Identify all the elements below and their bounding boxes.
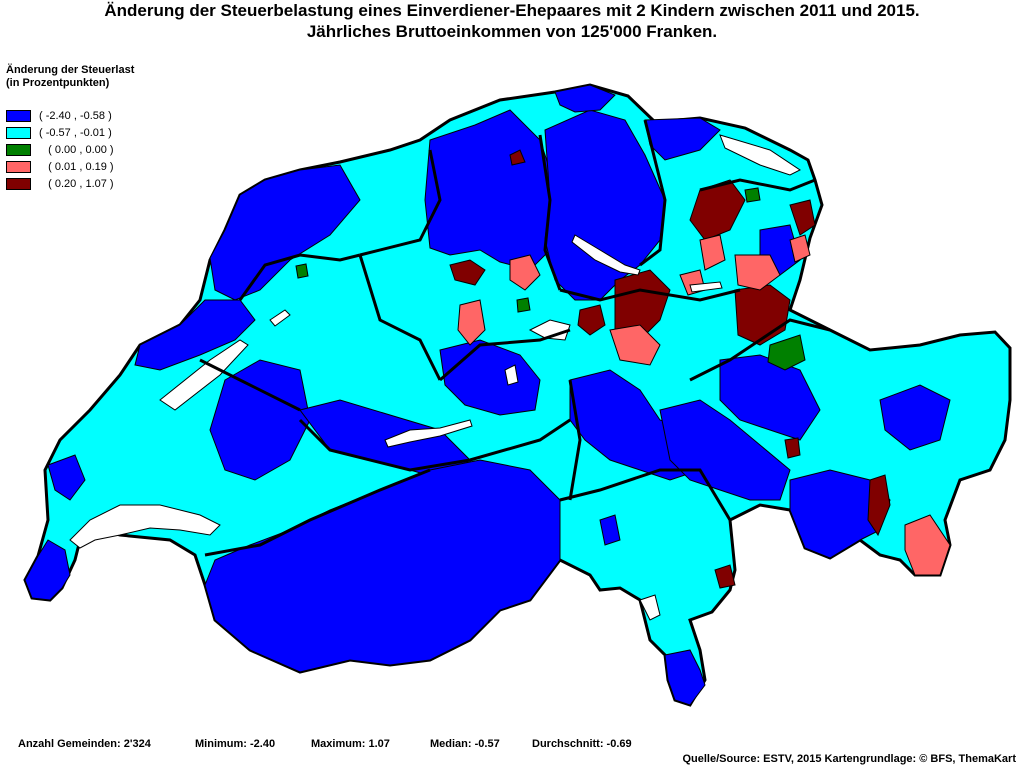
lake-thun-brienz — [384, 419, 473, 448]
stat-mean: Durchschnitt: -0.69 — [532, 738, 632, 750]
stat-minimum: Minimum: -2.40 — [195, 738, 276, 750]
region-graubuenden-central — [659, 399, 791, 501]
region-thurgau-red — [509, 149, 526, 166]
border-m — [568, 379, 582, 501]
region-ticino-red — [714, 564, 736, 589]
region-zug-area — [509, 254, 541, 291]
lake-zurich — [571, 234, 641, 276]
region-ticino-south — [664, 649, 706, 706]
legend-swatch — [6, 109, 31, 122]
legend-item: ( 0.00 , 0.00 ) — [6, 141, 176, 158]
small-increase-regions — [457, 234, 951, 576]
stat-count: Anzahl Gemeinden: 2'324 — [18, 738, 151, 750]
region-schaffhausen — [554, 84, 616, 113]
border-b — [359, 149, 442, 257]
legend: Änderung der Steuerlast (in Prozentpunkt… — [6, 64, 176, 192]
legend-swatch — [6, 143, 31, 156]
lake-neuchatel — [159, 339, 249, 411]
border-g — [204, 468, 431, 557]
legend-label: ( 0.01 , 0.19 ) — [39, 160, 114, 173]
legend-label: ( 0.00 , 0.00 ) — [39, 143, 114, 156]
legend-unit: (in Prozentpunkten) — [6, 77, 110, 89]
region-fribourg — [209, 359, 311, 481]
legend-item: ( 0.01 , 0.19 ) — [6, 158, 176, 175]
strong-decrease-regions — [24, 84, 951, 706]
region-poschiavo — [904, 514, 951, 576]
region-grisons-spot — [784, 437, 801, 459]
no-change-regions — [295, 187, 806, 371]
lake-constance — [719, 134, 801, 176]
stats-bar: Anzahl Gemeinden: 2'324 Minimum: -2.40 M… — [0, 738, 1024, 754]
region-freiamt — [457, 299, 486, 346]
region-toggenburg — [734, 254, 781, 291]
region-walensee — [767, 334, 806, 371]
lake-walen — [689, 281, 723, 293]
region-rheintal — [789, 199, 816, 236]
border-a — [238, 253, 361, 301]
legend-item: ( -2.40 , -0.58 ) — [6, 107, 176, 124]
legend-swatch — [6, 126, 31, 139]
border-k — [199, 358, 301, 412]
lake-sempach — [504, 364, 519, 386]
border-d — [639, 119, 667, 267]
region-vaud-west — [47, 454, 86, 501]
legend-item: ( 0.20 , 1.07 ) — [6, 175, 176, 192]
map-subtitle: Jährliches Bruttoeinkommen von 125'000 F… — [306, 22, 718, 41]
border-j — [439, 328, 571, 382]
map-title: Änderung der Steuerbelastung eines Einve… — [104, 1, 920, 20]
legend-label: ( -0.57 , -0.01 ) — [39, 126, 112, 139]
lake-lucerne — [528, 319, 571, 341]
lake-geneva — [69, 504, 221, 549]
region-engadin — [789, 469, 891, 559]
lake-biel — [269, 309, 291, 327]
border-n — [699, 178, 816, 192]
stat-maximum: Maximum: 1.07 — [311, 738, 390, 750]
region-graubuenden-south — [867, 474, 891, 537]
legend-swatch — [6, 160, 31, 173]
region-thurgau-pink — [699, 234, 726, 271]
region-graubuenden-east — [879, 384, 951, 451]
title-block: Änderung der Steuerbelastung eines Einve… — [0, 0, 1024, 42]
region-aargau-east — [449, 259, 486, 286]
region-green-small-c — [295, 263, 309, 279]
legend-item: ( -0.57 , -0.01 ) — [6, 124, 176, 141]
region-stgallen-a — [689, 179, 746, 241]
border-e — [559, 288, 741, 302]
border-c — [538, 134, 562, 291]
border-i — [689, 318, 831, 382]
source-credit: Quelle/Source: ESTV, 2015 Kartengrundlag… — [682, 753, 1016, 765]
legend-swatch — [6, 177, 31, 190]
border-h — [559, 468, 732, 521]
region-ticino-spot — [599, 514, 621, 546]
legend-label: ( -2.40 , -0.58 ) — [39, 109, 112, 122]
region-jura-south — [134, 299, 256, 371]
border-l — [358, 254, 442, 381]
stat-median: Median: -0.57 — [430, 738, 500, 750]
legend-items: ( -2.40 , -0.58 ) ( -0.57 , -0.01 ) ( 0.… — [6, 107, 176, 192]
lake-maggiore — [639, 594, 661, 621]
region-geneva — [24, 539, 71, 601]
region-luzern-east — [577, 304, 606, 336]
legend-title: Änderung der Steuerlast — [6, 64, 135, 76]
region-ausserschwyz — [609, 324, 661, 366]
border-f — [298, 418, 571, 472]
region-rheintal-pink — [789, 234, 811, 263]
region-green-small-a — [516, 297, 531, 313]
region-green-small-b — [744, 187, 761, 203]
canton-borders — [199, 119, 831, 557]
legend-label: ( 0.20 , 1.07 ) — [39, 177, 114, 190]
lakes — [69, 134, 801, 621]
